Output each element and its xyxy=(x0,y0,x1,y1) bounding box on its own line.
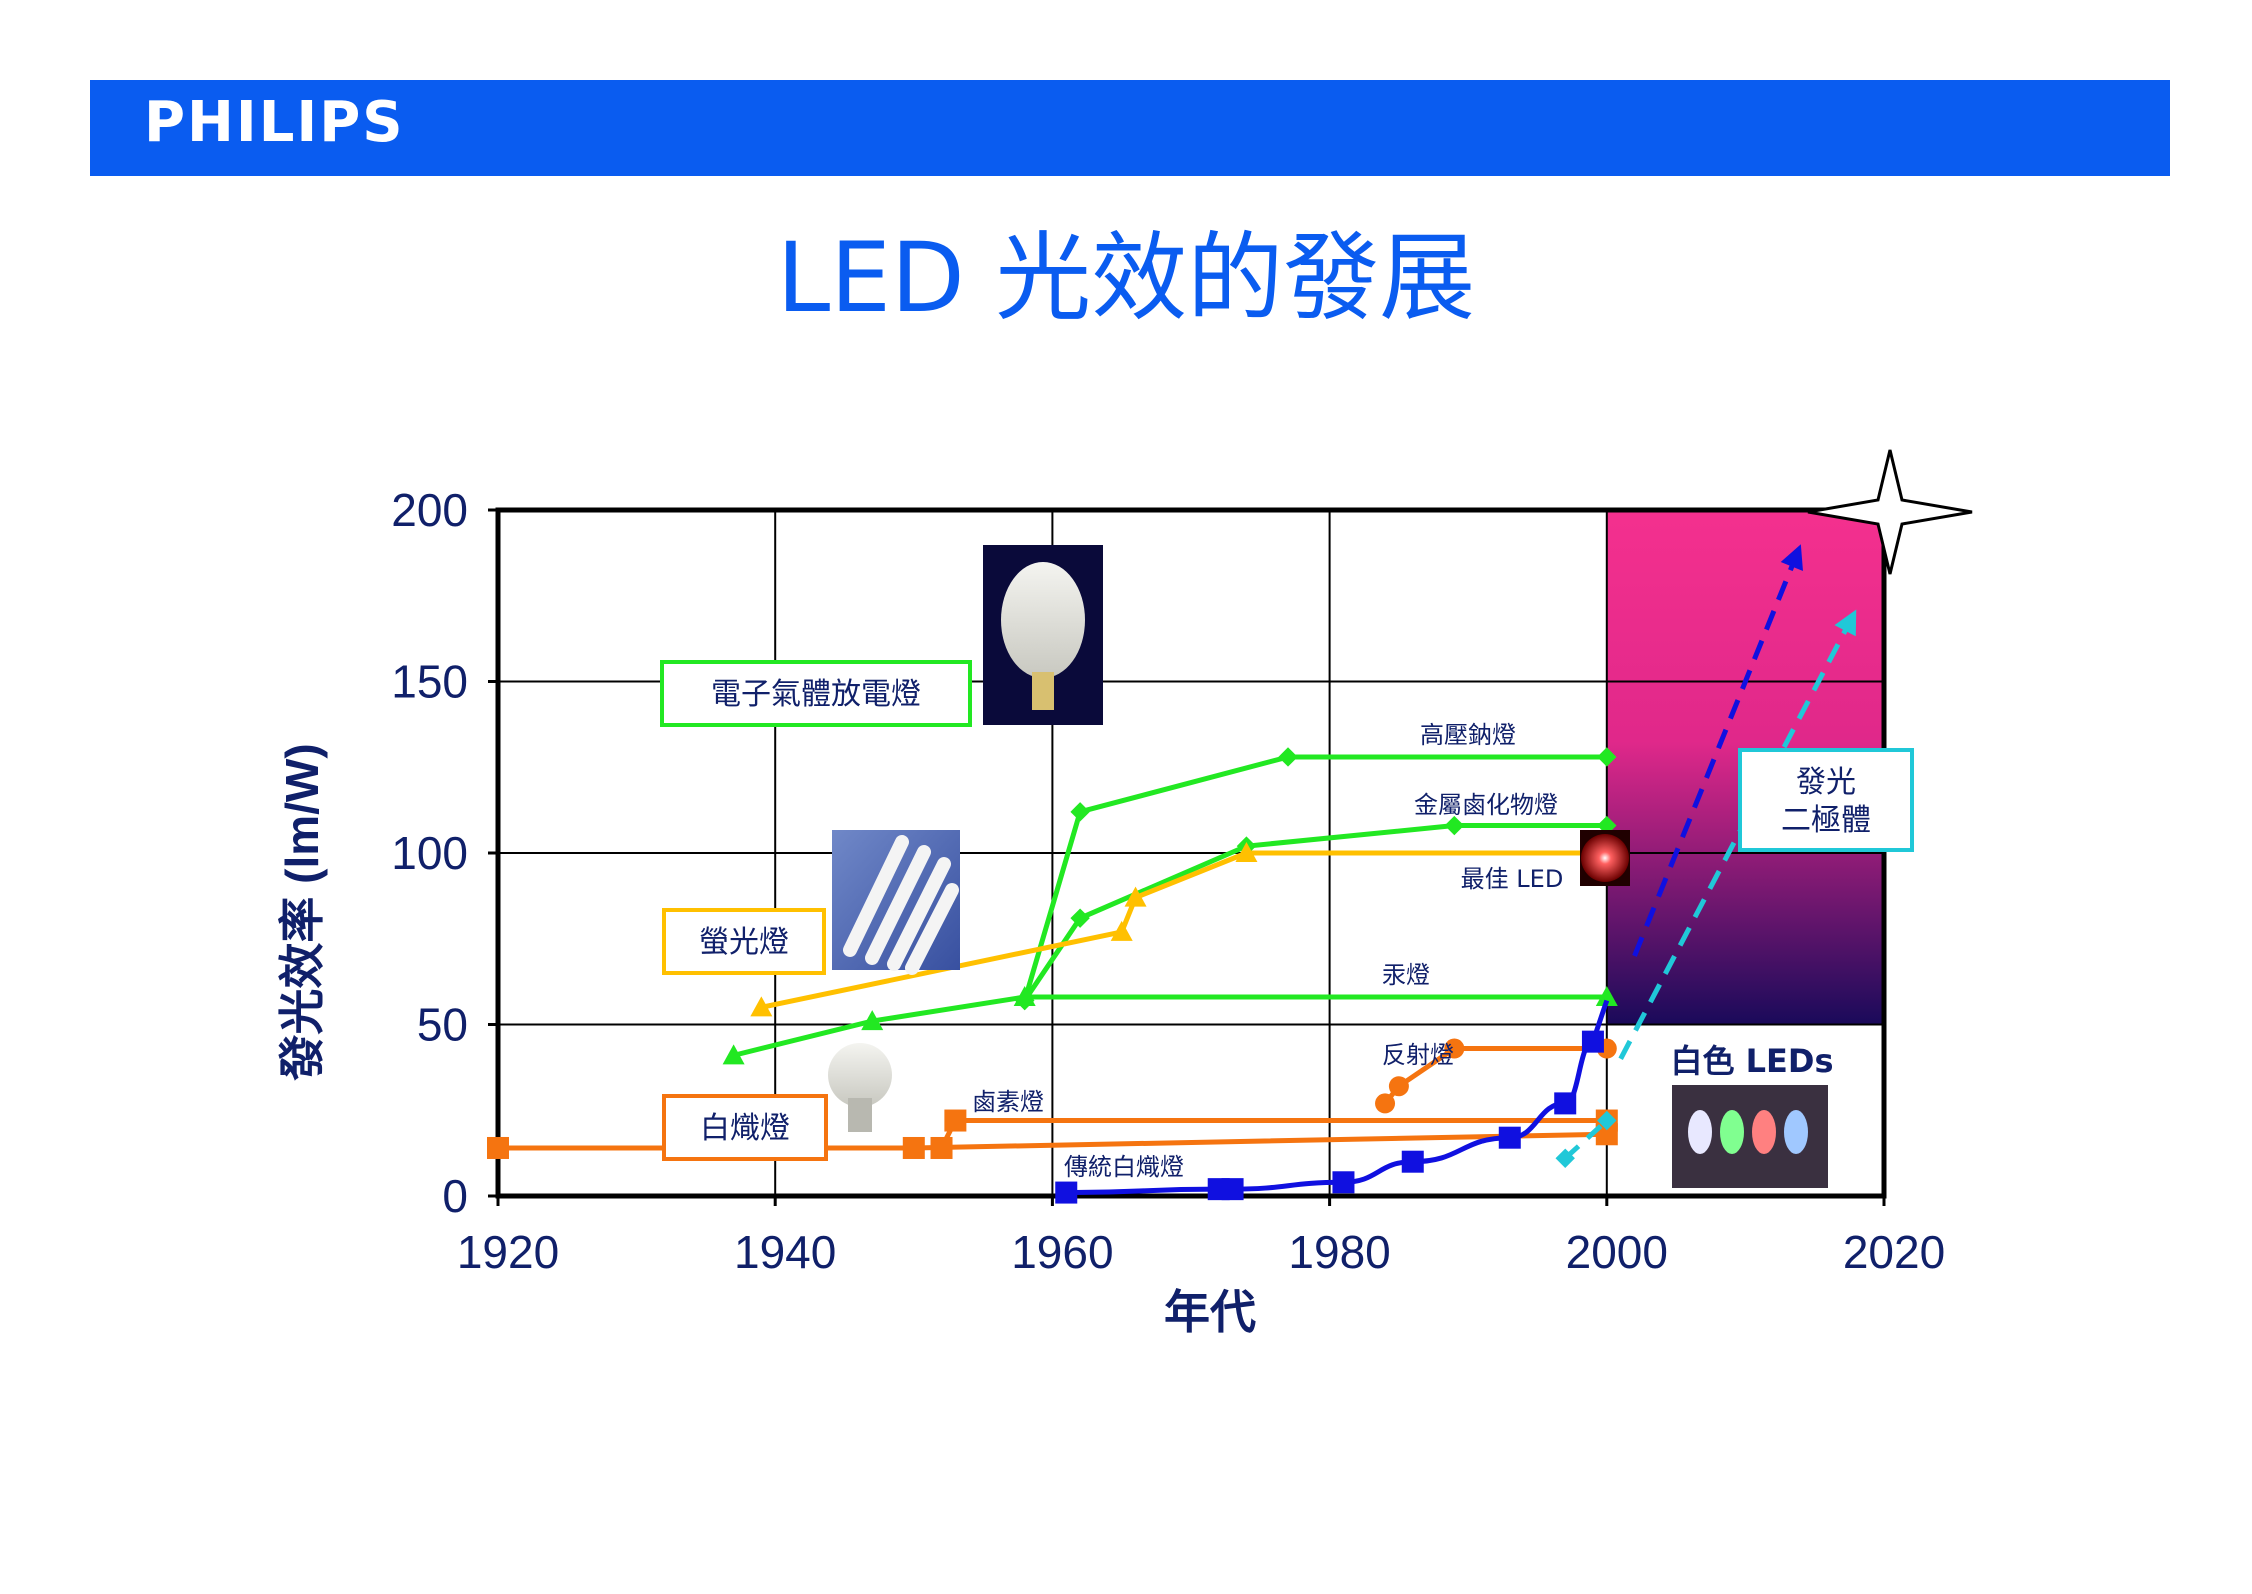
trend-arrow-line xyxy=(1632,543,1804,957)
data-point xyxy=(902,1136,925,1159)
trend-arrow-head xyxy=(1834,609,1857,637)
halogen-label: 鹵素燈 xyxy=(972,1088,1044,1116)
best-led-photo xyxy=(1580,830,1630,886)
incandescent-bulb-photo xyxy=(828,1043,892,1132)
y-tick-label: 50 xyxy=(417,999,468,1051)
fluorescent-tube-photo xyxy=(832,830,960,975)
data-point xyxy=(1498,1126,1521,1149)
series-line xyxy=(1022,754,1607,1002)
data-point xyxy=(1221,1178,1244,1201)
hid-label-box xyxy=(660,660,972,727)
target-star-icon xyxy=(1807,449,1973,575)
mercury-label: 汞燈 xyxy=(1382,961,1430,989)
incandescent-label: 白熾燈 xyxy=(700,1111,790,1146)
series-反射燈 xyxy=(1375,1038,1617,1114)
data-point xyxy=(1555,1148,1575,1168)
series-汞燈 xyxy=(722,986,1618,1065)
data-point xyxy=(1597,747,1617,767)
data-point xyxy=(1124,886,1147,907)
x-tick-label: 1980 xyxy=(1288,1226,1390,1278)
data-point xyxy=(1013,986,1036,1007)
fluorescent-label-box xyxy=(662,908,826,975)
data-point xyxy=(1070,802,1090,822)
y-tick-label: 0 xyxy=(442,1170,468,1222)
white-leds-photo xyxy=(1672,1085,1828,1188)
white-leds-label: 白色 LEDs xyxy=(1670,1042,1833,1080)
data-point xyxy=(861,1010,884,1031)
y-tick-label: 100 xyxy=(391,827,468,879)
data-point xyxy=(487,1136,509,1159)
data-point xyxy=(1444,815,1465,836)
data-point xyxy=(1554,1092,1577,1115)
fluorescent-label: 螢光燈 xyxy=(699,925,789,960)
series-金屬鹵化物燈 xyxy=(1014,815,1617,1011)
x-tick-label: 1920 xyxy=(457,1226,559,1278)
series-傳統白熾燈 xyxy=(1055,999,1610,1204)
data-point xyxy=(1597,1110,1617,1131)
y-tick-label: 200 xyxy=(391,484,468,536)
hid-lamp-photo xyxy=(983,545,1103,725)
led-label-box xyxy=(1738,748,1914,852)
series-line xyxy=(1383,1046,1607,1105)
hid-label: 電子氣體放電燈 xyxy=(711,677,921,712)
data-point xyxy=(750,996,773,1017)
data-point xyxy=(1581,1030,1604,1053)
led-label-line1: 發光 xyxy=(1796,765,1856,800)
data-point xyxy=(1110,920,1133,941)
data-point xyxy=(1055,1181,1078,1204)
x-axis-label: 年代 xyxy=(1164,1286,1256,1338)
y-axis-label: 發光效率 (lm/W) xyxy=(276,743,328,1081)
trend-arrows xyxy=(1618,543,1859,1060)
trend-arrow-line xyxy=(1618,608,1859,1060)
data-point xyxy=(1388,1076,1409,1097)
data-point xyxy=(1595,986,1618,1007)
axes xyxy=(488,507,1887,1206)
slide-title: LED 光效的發展 xyxy=(776,222,1476,334)
x-tick-label: 1960 xyxy=(1011,1226,1113,1278)
reflector-label: 反射燈 xyxy=(1382,1041,1454,1069)
brand-header-bar: PHILIPS xyxy=(90,80,2170,176)
series-白色 LEDs xyxy=(1555,1110,1617,1168)
series-line xyxy=(733,994,1607,1058)
data-point xyxy=(1332,1171,1355,1194)
data-point xyxy=(1070,908,1090,928)
led-label-line2: 二極體 xyxy=(1781,803,1871,838)
metal-halide-label: 金屬鹵化物燈 xyxy=(1414,791,1558,819)
tick-labels: 0 50 100 150 200 1920 1940 1960 1980 2000 2020 xyxy=(391,484,1945,1278)
x-tick-label: 2000 xyxy=(1566,1226,1668,1278)
brand-logo-text: PHILIPS xyxy=(144,90,405,155)
y-tick-label: 150 xyxy=(391,656,468,708)
trend-arrow-head xyxy=(1780,544,1803,572)
series-line xyxy=(1563,1118,1609,1161)
data-point xyxy=(1235,842,1258,862)
data-point xyxy=(1444,1038,1465,1059)
data-point xyxy=(1401,1150,1424,1173)
data-point xyxy=(1375,1093,1396,1114)
traditional-label: 傳統白熾燈 xyxy=(1064,1153,1184,1181)
best-led-label: 最佳 LED xyxy=(1461,865,1564,893)
x-tick-label: 2020 xyxy=(1843,1226,1945,1278)
data-point xyxy=(1278,747,1298,767)
x-tick-label: 1940 xyxy=(734,1226,836,1278)
series-group xyxy=(487,747,1618,1204)
incandescent-label-box xyxy=(662,1094,828,1161)
data-point xyxy=(722,1044,745,1065)
sodium-label: 高壓鈉燈 xyxy=(1420,721,1516,749)
data-point xyxy=(944,1109,967,1132)
